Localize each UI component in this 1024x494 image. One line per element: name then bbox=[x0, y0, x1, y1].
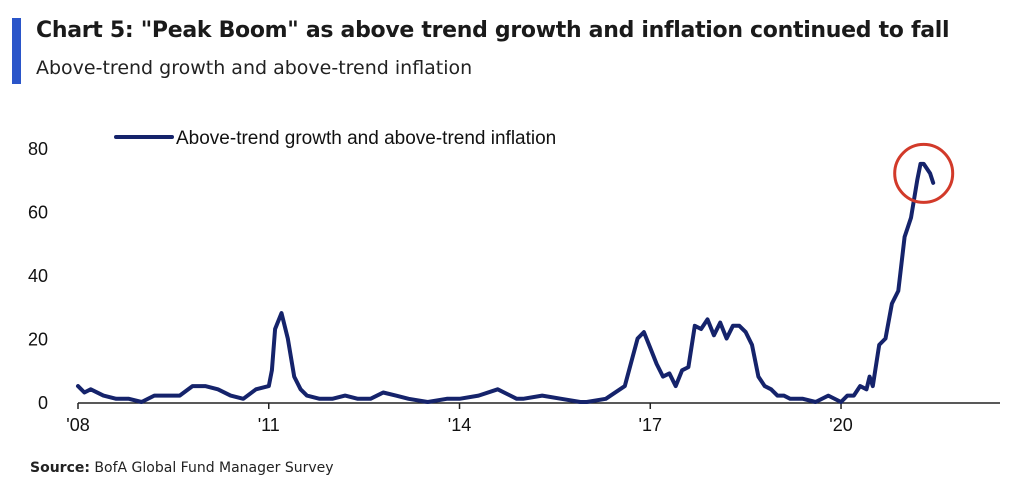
x-axis-ticks: '08 '11 '14 '17 '20 bbox=[66, 403, 853, 435]
x-tick-label: '08 bbox=[66, 415, 89, 435]
legend: Above-trend growth and above-trend infla… bbox=[114, 128, 556, 149]
y-tick-label: 40 bbox=[28, 266, 48, 286]
series-line bbox=[76, 161, 936, 404]
chart-title: Chart 5: "Peak Boom" as above trend grow… bbox=[36, 18, 950, 43]
y-tick-label: 20 bbox=[28, 330, 48, 350]
y-tick-label: 0 bbox=[38, 393, 48, 413]
highlight-circle bbox=[893, 142, 955, 204]
y-tick-label: 60 bbox=[28, 203, 48, 223]
y-axis-ticks: 0 20 40 60 80 bbox=[28, 139, 48, 413]
source-text: BofA Global Fund Manager Survey bbox=[94, 460, 334, 476]
x-tick-label: '14 bbox=[448, 415, 471, 435]
y-tick-label: 80 bbox=[28, 139, 48, 159]
x-tick-label: '17 bbox=[639, 415, 662, 435]
x-tick-label: '20 bbox=[829, 415, 852, 435]
x-tick-label: '11 bbox=[258, 415, 280, 435]
accent-bar bbox=[12, 18, 21, 84]
source-label: Source: bbox=[30, 460, 90, 476]
legend-label: Above-trend growth and above-trend infla… bbox=[176, 128, 556, 149]
source-note: Source: BofA Global Fund Manager Survey bbox=[30, 460, 334, 476]
chart-subtitle: Above-trend growth and above-trend infla… bbox=[36, 57, 473, 79]
